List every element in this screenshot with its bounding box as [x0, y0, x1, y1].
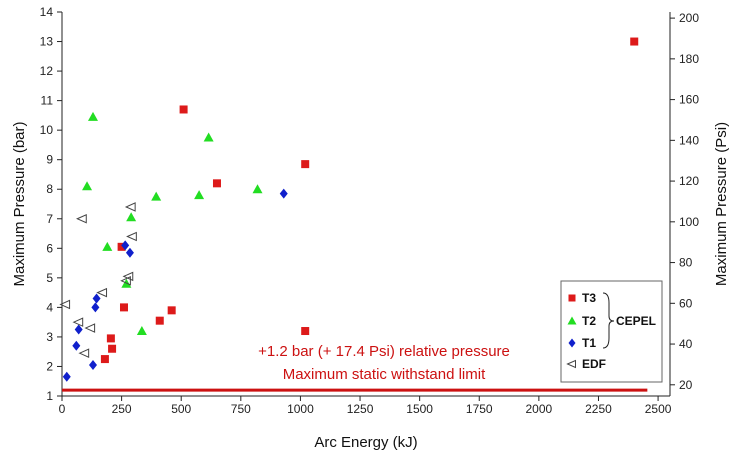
point-t3	[167, 306, 176, 315]
reference-label-line2: Maximum static withstand limit	[283, 366, 486, 383]
x-tick-label: 0	[59, 402, 66, 416]
point-t3	[108, 344, 117, 353]
x-tick-label: 2250	[585, 402, 612, 416]
y-axis-title: Maximum Pressure (bar)	[11, 121, 28, 286]
point-t2	[126, 212, 137, 222]
point-t1	[279, 188, 288, 199]
point-t1	[121, 240, 130, 251]
y2-tick-label: 140	[679, 133, 699, 147]
reference-line-group: +1.2 bar (+ 17.4 Psi) relative pressure M…	[62, 343, 648, 392]
point-t2	[151, 191, 162, 201]
y2-tick-label: 20	[679, 378, 693, 392]
legend-marker-edf	[566, 359, 576, 369]
legend-label-t1: T1	[582, 336, 596, 350]
x-tick-label: 2500	[645, 402, 672, 416]
legend-group-label: CEPEL	[616, 314, 656, 328]
legend-label-t2: T2	[582, 314, 596, 328]
point-edf	[84, 323, 96, 333]
y-tick-label: 13	[40, 35, 54, 49]
legend: T3 T2 T1 EDF CEPEL	[560, 280, 663, 383]
point-t3	[179, 105, 188, 114]
point-t1	[92, 293, 101, 304]
y2-tick-label: 120	[679, 174, 699, 188]
y-tick-label: 11	[41, 94, 54, 108]
y-tick-label: 12	[40, 64, 54, 78]
point-t3	[301, 160, 310, 169]
reference-label-line1: +1.2 bar (+ 17.4 Psi) relative pressure	[258, 343, 510, 360]
point-edf	[124, 202, 136, 212]
x-tick-label: 1750	[466, 402, 493, 416]
point-t3	[117, 242, 126, 251]
legend-box	[560, 280, 663, 383]
point-t1	[62, 371, 71, 382]
y-tick-label: 1	[46, 389, 53, 403]
point-t1	[91, 302, 100, 313]
y-tick-label: 14	[40, 5, 54, 19]
point-t3	[630, 37, 639, 46]
y2-tick-label: 40	[679, 337, 693, 351]
y2-tick-label: 200	[679, 11, 699, 25]
legend-label-t3: T3	[582, 291, 596, 305]
point-t2	[102, 241, 113, 251]
y2-tick-label: 80	[679, 256, 693, 270]
x-tick-label: 1500	[406, 402, 433, 416]
legend-label-edf: EDF	[582, 357, 606, 371]
y2-tick-label: 100	[679, 215, 699, 229]
point-t3	[100, 355, 109, 364]
point-edf	[59, 299, 71, 310]
legend-marker-t3	[568, 294, 576, 302]
x-tick-label: 500	[171, 402, 191, 416]
ticks: 0 250 500 750 1000 1250 1500 1750 2000 2250 250012…	[40, 5, 700, 416]
y-tick-label: 7	[46, 212, 53, 226]
point-t3	[106, 334, 115, 343]
y-tick-label: 5	[46, 271, 53, 285]
y-tick-label: 2	[46, 359, 53, 373]
y-tick-label: 8	[46, 182, 53, 196]
point-t2	[194, 190, 205, 200]
y-tick-label: 9	[46, 153, 53, 167]
y2-tick-label: 180	[679, 52, 699, 66]
point-edf	[96, 287, 108, 298]
point-t1	[74, 324, 83, 335]
point-edf	[122, 271, 134, 282]
point-t1	[88, 359, 97, 370]
y2-tick-label: 160	[679, 93, 699, 107]
data-points	[59, 37, 639, 382]
x-tick-label: 750	[231, 402, 251, 416]
y-tick-label: 4	[46, 300, 53, 314]
point-t3	[212, 179, 221, 188]
point-t3	[301, 327, 310, 336]
x-tick-label: 1000	[287, 402, 314, 416]
y2-tick-label: 60	[679, 296, 693, 310]
legend-marker-t2	[567, 316, 577, 325]
legend-marker-t1	[568, 338, 576, 348]
point-t2	[252, 184, 263, 194]
point-t1	[125, 247, 134, 258]
y-tick-label: 10	[40, 123, 54, 137]
y-tick-label: 6	[46, 241, 53, 255]
legend-brace	[602, 292, 615, 349]
point-edf	[126, 231, 137, 242]
x-axis-title: Arc Energy (kJ)	[314, 434, 417, 451]
x-tick-label: 1250	[347, 402, 374, 416]
y2-axis-title: Maximum Pressure (Psi)	[713, 122, 730, 286]
point-t3	[155, 316, 164, 325]
point-t2	[82, 181, 93, 191]
point-edf	[120, 276, 131, 286]
x-tick-label: 250	[112, 402, 132, 416]
point-t2	[87, 111, 98, 121]
axes	[61, 12, 671, 397]
point-t3	[119, 303, 128, 312]
x-tick-label: 2000	[526, 402, 553, 416]
point-t2	[203, 132, 214, 142]
point-edf	[76, 213, 87, 224]
point-t1	[72, 340, 81, 351]
point-edf	[78, 348, 90, 358]
point-t2	[136, 326, 147, 336]
point-edf	[72, 317, 84, 327]
y-tick-label: 3	[46, 330, 53, 344]
